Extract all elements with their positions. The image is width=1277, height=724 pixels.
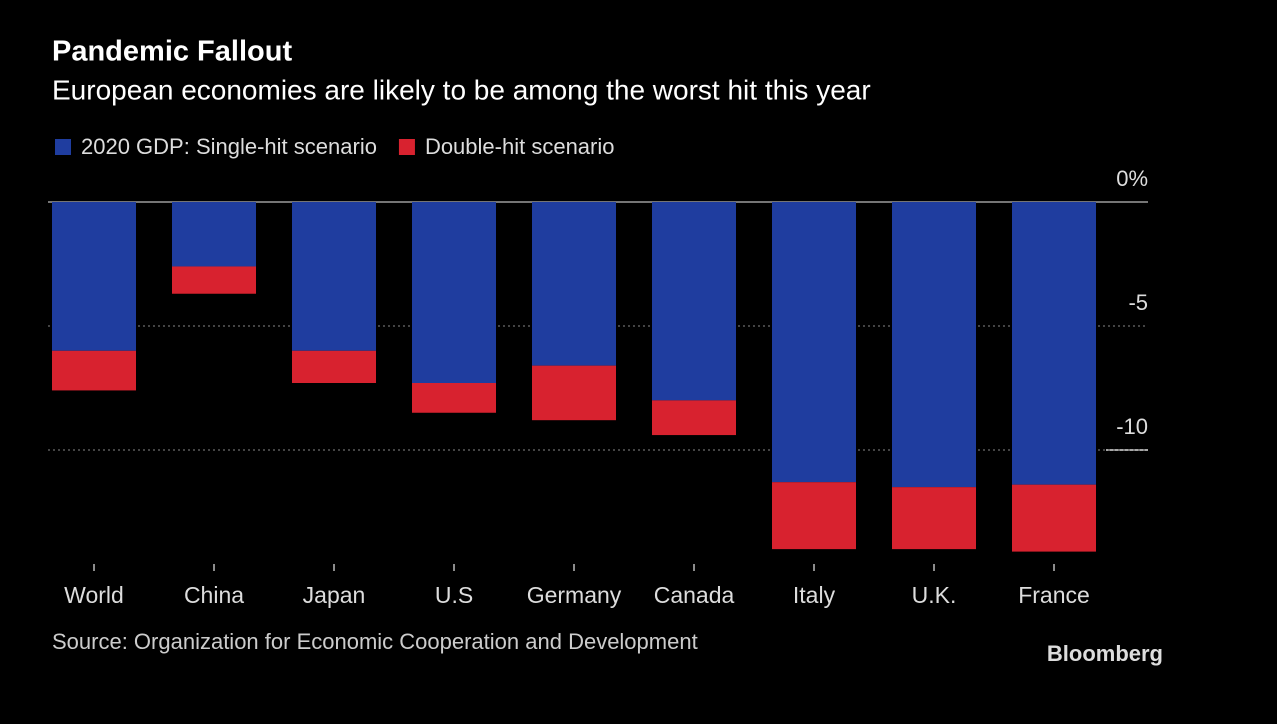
bar-segment <box>412 202 496 383</box>
bar-segment <box>172 266 256 294</box>
bar-segment <box>532 202 616 366</box>
bar-segment <box>1012 202 1096 485</box>
bar-segment <box>412 383 496 413</box>
bar-segment <box>52 202 136 351</box>
bar-segment <box>892 487 976 550</box>
x-tick-label: U.K. <box>912 582 957 608</box>
y-tick-label: 0% <box>1116 166 1148 191</box>
legend-label: 2020 GDP: Single-hit scenario <box>81 134 377 159</box>
brand: Bloomberg <box>1047 641 1163 666</box>
legend-label: Double-hit scenario <box>425 134 615 159</box>
legend-swatch <box>398 139 415 155</box>
x-tick-label: Japan <box>303 582 366 608</box>
chart-title: Pandemic Fallout <box>52 36 292 68</box>
bar-segment <box>52 350 136 391</box>
x-tick-label: Germany <box>527 582 622 608</box>
x-tick-label: France <box>1018 582 1090 608</box>
x-tick-label: Canada <box>654 582 735 608</box>
x-tick-label: World <box>64 582 124 608</box>
x-tick-label: Italy <box>793 582 836 608</box>
bar-segment <box>1012 484 1096 552</box>
bar-segment <box>172 202 256 267</box>
bar-segment <box>532 365 616 421</box>
bar-segment <box>292 202 376 351</box>
bar-segment <box>892 202 976 488</box>
y-tick-label: -5 <box>1128 290 1148 315</box>
bar-segment <box>292 350 376 383</box>
bar-segment <box>652 400 736 436</box>
x-tick-label: China <box>184 582 244 608</box>
chart-subtitle: European economies are likely to be amon… <box>52 74 871 105</box>
bar-segment <box>772 202 856 483</box>
bar-segment <box>652 202 736 401</box>
bar-segment <box>772 482 856 550</box>
y-tick-label: -10 <box>1116 414 1148 439</box>
source: Source: Organization for Economic Cooper… <box>52 629 698 654</box>
legend-swatch <box>55 139 71 155</box>
x-tick-label: U.S <box>435 582 473 608</box>
